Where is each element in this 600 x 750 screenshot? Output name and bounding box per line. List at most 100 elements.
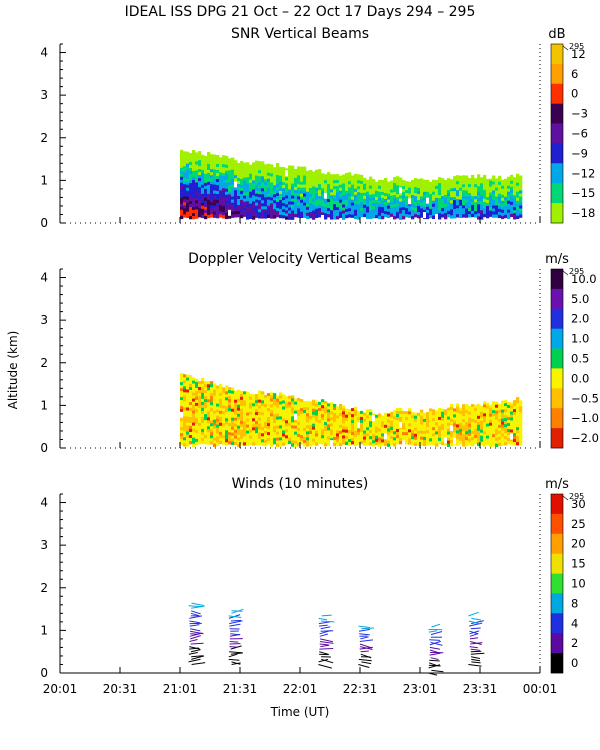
wind-barb [431, 669, 444, 673]
heatmap-cell [183, 413, 187, 417]
heatmap-cell [324, 440, 328, 444]
heatmap-cell [270, 212, 274, 216]
heatmap-cell [297, 211, 301, 215]
heatmap-cell [288, 180, 292, 184]
heatmap-cell [282, 200, 286, 204]
heatmap-cell [501, 412, 505, 416]
heatmap-cell [393, 443, 397, 447]
heatmap-cell [390, 411, 394, 416]
heatmap-cell [429, 426, 433, 430]
heatmap-cell [441, 184, 445, 188]
heatmap-cell [183, 410, 187, 414]
heatmap-cell [492, 175, 496, 179]
heatmap-cell [231, 184, 235, 188]
heatmap-cell [360, 201, 364, 206]
heatmap-cell [456, 406, 460, 410]
heatmap-cell [180, 442, 184, 446]
heatmap-cell [411, 442, 415, 446]
heatmap-cell [378, 212, 382, 217]
heatmap-cell [510, 423, 514, 427]
heatmap-cell [504, 181, 508, 186]
heatmap-cell [417, 197, 421, 201]
heatmap-cell [324, 416, 328, 420]
heatmap-cell [399, 192, 403, 196]
heatmap-cell [375, 423, 379, 428]
heatmap-cell [492, 199, 496, 203]
heatmap-cell [510, 408, 514, 412]
heatmap-cell [372, 200, 376, 204]
heatmap-cell [432, 421, 436, 425]
heatmap-cell [291, 401, 295, 405]
heatmap-cell [213, 181, 217, 185]
heatmap-cell [192, 434, 196, 438]
heatmap-cell [408, 432, 412, 436]
heatmap-cell [378, 197, 382, 202]
heatmap-cell [324, 419, 328, 423]
heatmap-cell [267, 396, 271, 400]
heatmap-cell [261, 161, 265, 165]
heatmap-cell [345, 441, 349, 445]
heatmap-cell [462, 214, 466, 218]
heatmap-cell [354, 188, 358, 193]
heatmap-cell [441, 420, 445, 425]
heatmap-cell [339, 214, 343, 218]
heatmap-cell [384, 187, 388, 191]
heatmap-cell [357, 414, 361, 418]
heatmap-cell [195, 200, 199, 204]
heatmap-cell [372, 185, 376, 189]
heatmap-cell [234, 214, 238, 218]
heatmap-cell [189, 405, 193, 409]
heatmap-cell [213, 386, 217, 390]
heatmap-cell [426, 182, 430, 187]
heatmap-cell [351, 438, 355, 442]
heatmap-cell [279, 428, 283, 432]
heatmap-cell [216, 203, 220, 207]
heatmap-cell [273, 206, 277, 210]
heatmap-cell [261, 412, 265, 416]
heatmap-cell [435, 410, 439, 414]
heatmap-cell [201, 205, 205, 210]
heatmap-cell [324, 183, 328, 187]
heatmap-cell [417, 439, 421, 444]
heatmap-cell [330, 213, 334, 217]
heatmap-cell [312, 171, 316, 175]
wind-barb [229, 641, 239, 643]
heatmap-cell [318, 211, 322, 215]
x-tick-label: 23:01 [403, 682, 438, 696]
heatmap-cell [393, 440, 397, 444]
colorbar-label: 12 [571, 47, 586, 61]
heatmap-cell [192, 216, 196, 220]
heatmap-cell [201, 154, 205, 159]
heatmap-cell [198, 429, 202, 433]
heatmap-cell [273, 396, 277, 400]
heatmap-cell [408, 408, 412, 412]
heatmap-cell [225, 394, 229, 398]
heatmap-cell [288, 204, 292, 208]
heatmap-cell [411, 216, 415, 220]
heatmap-cell [363, 213, 367, 218]
heatmap-cell [333, 189, 337, 193]
wind-barb [190, 649, 201, 653]
heatmap-cell [486, 206, 490, 210]
heatmap-cell [291, 419, 295, 423]
heatmap-cell [273, 179, 277, 183]
heatmap-cell [426, 418, 430, 422]
heatmap-cell [372, 206, 376, 210]
heatmap-cell [375, 426, 379, 431]
heatmap-cell [303, 187, 307, 191]
heatmap-cell [213, 190, 217, 194]
heatmap-cell [483, 422, 487, 426]
heatmap-cell [279, 199, 283, 204]
heatmap-cell [201, 184, 205, 189]
heatmap-cell [459, 211, 463, 215]
heatmap-cell [309, 182, 313, 186]
heatmap-cell [501, 427, 505, 431]
heatmap-cell [207, 202, 211, 207]
heatmap-cell [372, 188, 376, 192]
heatmap-cell [462, 443, 466, 447]
heatmap-cell [468, 208, 472, 212]
heatmap-cell [411, 192, 415, 196]
heatmap-cell [225, 409, 229, 413]
heatmap-cell [189, 414, 193, 418]
